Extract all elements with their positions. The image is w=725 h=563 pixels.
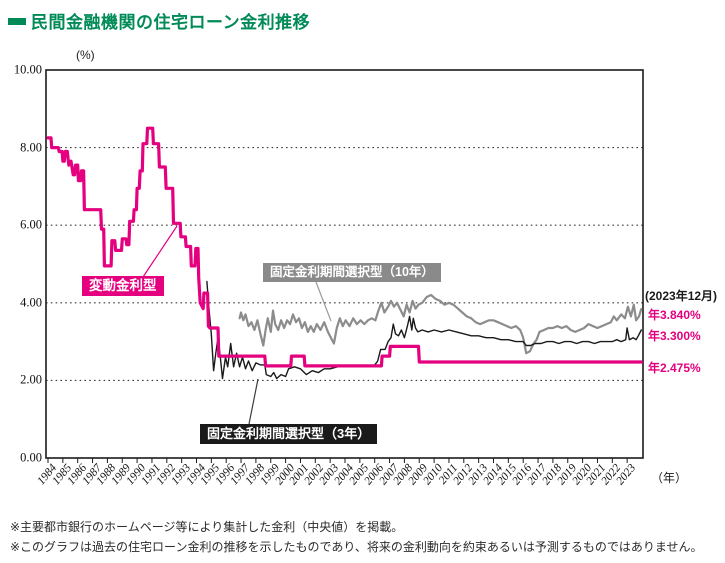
- end-rate-variable: 年2.475%: [648, 361, 701, 375]
- y-axis-tick-label: 2.00: [20, 372, 42, 387]
- end-rate-fixed-3yr: 年3.300%: [648, 329, 701, 343]
- footnote-disclaimer: ※このグラフは過去の住宅ローン金利の推移を示したものであり、将来の金利動向を約束…: [10, 540, 703, 554]
- pointer-fixed-10yr: [315, 281, 332, 322]
- y-axis-tick-label: 0.00: [20, 450, 42, 465]
- pointer-variable: [142, 225, 178, 278]
- series-line-0: [46, 126, 643, 368]
- footnote-source: ※主要都市銀行のホームページ等により集計した金利（中央値）を掲載。: [10, 520, 404, 534]
- y-axis-tick-label: 6.00: [20, 217, 42, 232]
- title-dash-icon: [8, 18, 26, 25]
- callout-fixed-3yr: 固定金利期間選択型（3年）: [200, 424, 378, 444]
- y-axis-tick-label: 4.00: [20, 295, 42, 310]
- pointer-fixed-3yr: [248, 378, 259, 425]
- y-axis-tick-label: 10.00: [13, 62, 42, 77]
- end-rate-fixed-10yr: 年3.840%: [648, 308, 701, 322]
- callout-variable-rate: 変動金利型: [82, 276, 164, 297]
- y-axis-tick-label: 8.00: [20, 140, 42, 155]
- end-date-label: (2023年12月): [645, 289, 718, 303]
- series-line-1: [238, 293, 643, 355]
- callout-fixed-10yr: 固定金利期間選択型（10年）: [263, 263, 441, 282]
- x-axis-unit-label: （年）: [651, 471, 688, 485]
- y-axis-unit-label: (%): [76, 48, 95, 62]
- page-title: 民間金融機関の住宅ローン金利推移: [31, 13, 311, 32]
- series-line-2: [206, 280, 642, 380]
